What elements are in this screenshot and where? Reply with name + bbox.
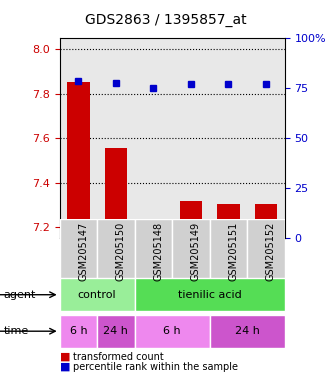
FancyBboxPatch shape [97, 219, 135, 278]
Text: GSM205148: GSM205148 [153, 222, 164, 281]
Text: transformed count: transformed count [73, 352, 164, 362]
FancyBboxPatch shape [210, 219, 247, 278]
Text: time: time [3, 326, 28, 336]
Text: 24 h: 24 h [235, 326, 260, 336]
FancyBboxPatch shape [247, 219, 285, 278]
Text: 6 h: 6 h [163, 326, 181, 336]
Text: ■: ■ [60, 362, 70, 372]
FancyBboxPatch shape [97, 315, 135, 348]
Text: agent: agent [3, 290, 36, 300]
Bar [255, 204, 277, 238]
Text: tienilic acid: tienilic acid [178, 290, 242, 300]
Text: GSM205147: GSM205147 [78, 222, 88, 281]
FancyBboxPatch shape [210, 315, 285, 348]
FancyBboxPatch shape [60, 219, 97, 278]
Text: percentile rank within the sample: percentile rank within the sample [73, 362, 238, 372]
Text: 24 h: 24 h [103, 326, 128, 336]
Bar [217, 204, 240, 238]
FancyBboxPatch shape [135, 278, 285, 311]
Bar [67, 82, 90, 238]
FancyBboxPatch shape [135, 315, 210, 348]
Text: control: control [78, 290, 117, 300]
Text: GSM205150: GSM205150 [116, 222, 126, 281]
FancyBboxPatch shape [60, 278, 135, 311]
Bar [180, 202, 202, 238]
Bar [142, 219, 165, 238]
Text: GSM205152: GSM205152 [266, 222, 276, 281]
Text: ■: ■ [60, 352, 70, 362]
Text: 6 h: 6 h [70, 326, 87, 336]
Text: GSM205149: GSM205149 [191, 222, 201, 281]
FancyBboxPatch shape [172, 219, 210, 278]
Text: GSM205151: GSM205151 [228, 222, 238, 281]
FancyBboxPatch shape [60, 315, 97, 348]
FancyBboxPatch shape [135, 219, 172, 278]
Text: GDS2863 / 1395857_at: GDS2863 / 1395857_at [85, 13, 246, 27]
Bar [105, 148, 127, 238]
